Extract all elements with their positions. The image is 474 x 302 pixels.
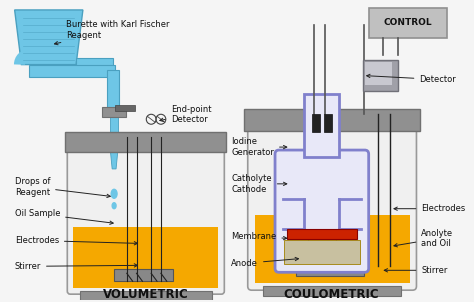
Bar xyxy=(65,132,226,152)
Text: Catholyte
Cathode: Catholyte Cathode xyxy=(231,174,287,194)
Bar xyxy=(324,114,332,132)
Text: Stirrer: Stirrer xyxy=(384,266,448,275)
Bar xyxy=(115,105,135,111)
Bar xyxy=(29,65,115,76)
Bar xyxy=(76,58,113,69)
Bar xyxy=(308,230,336,249)
Bar xyxy=(110,116,118,151)
Bar xyxy=(284,240,360,264)
Bar xyxy=(80,291,212,301)
Ellipse shape xyxy=(111,189,117,198)
Bar xyxy=(365,62,392,85)
Polygon shape xyxy=(15,10,83,65)
Text: Anolyte
and Oil: Anolyte and Oil xyxy=(394,229,454,248)
Bar xyxy=(244,109,420,131)
Text: Electrodes: Electrodes xyxy=(394,204,465,213)
Text: Electrodes: Electrodes xyxy=(15,236,137,245)
Bar xyxy=(107,69,119,109)
Text: Iodine
Generator: Iodine Generator xyxy=(231,137,287,157)
Bar xyxy=(295,264,364,276)
Text: Membrane: Membrane xyxy=(231,232,287,241)
Bar xyxy=(102,107,126,117)
FancyBboxPatch shape xyxy=(275,150,369,272)
Text: Anode: Anode xyxy=(231,257,299,268)
Bar xyxy=(312,114,320,132)
Bar xyxy=(73,226,219,288)
Ellipse shape xyxy=(112,203,116,209)
Text: Stirrer: Stirrer xyxy=(15,262,137,271)
Bar xyxy=(114,269,173,281)
Bar xyxy=(283,229,361,264)
Polygon shape xyxy=(110,149,118,169)
Text: VOLUMETRIC: VOLUMETRIC xyxy=(103,288,189,301)
Bar xyxy=(264,286,401,296)
Bar xyxy=(304,95,339,157)
Text: COULOMETRIC: COULOMETRIC xyxy=(284,288,379,301)
FancyBboxPatch shape xyxy=(67,147,224,294)
Bar xyxy=(255,215,410,283)
Text: End-point
Detector: End-point Detector xyxy=(160,104,211,124)
Text: CONTROL: CONTROL xyxy=(383,18,432,27)
Bar xyxy=(363,59,398,92)
Bar xyxy=(369,8,447,38)
Bar xyxy=(287,229,357,239)
Text: Oil Sample: Oil Sample xyxy=(15,209,113,224)
Text: Drops of
Reagent: Drops of Reagent xyxy=(15,177,110,198)
Text: Detector: Detector xyxy=(367,74,456,84)
Text: Burette with Karl Fischer
Reagent: Burette with Karl Fischer Reagent xyxy=(55,20,170,45)
Bar xyxy=(304,199,339,229)
FancyBboxPatch shape xyxy=(248,125,417,290)
